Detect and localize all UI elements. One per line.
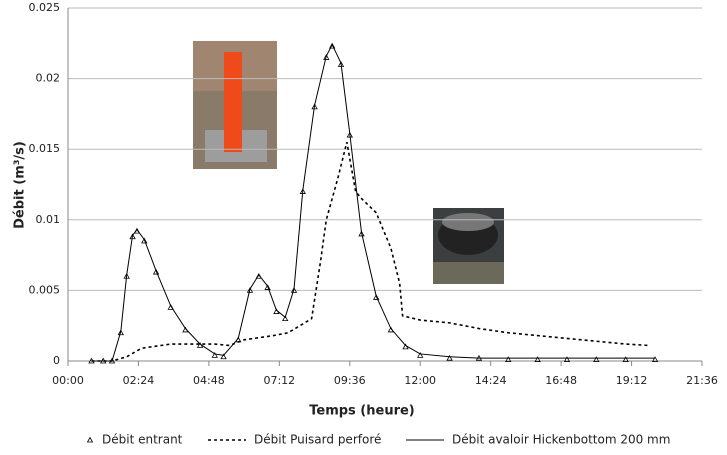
- marker: [417, 352, 424, 358]
- series-line: [91, 43, 656, 362]
- legend-label: Débit Puisard perforé: [254, 433, 381, 447]
- y-tick-label: 0.01: [36, 213, 61, 226]
- marker: [129, 233, 136, 240]
- x-tick-label: 07:12: [263, 374, 295, 387]
- marker: [505, 356, 512, 362]
- x-tick-label: 16:48: [545, 374, 577, 387]
- photo-avaloir: [433, 208, 504, 284]
- marker: [152, 268, 160, 275]
- legend-marker: [86, 436, 94, 443]
- marker: [446, 354, 453, 361]
- marker: [264, 284, 271, 290]
- marker: [534, 356, 541, 362]
- y-axis-title: Débit (m³/s): [13, 141, 28, 229]
- marker: [622, 356, 629, 362]
- x-tick-label: 04:48: [193, 374, 225, 387]
- marker: [358, 230, 365, 237]
- series-line: [91, 141, 650, 362]
- marker: [117, 329, 125, 336]
- legend-label: Débit avaloir Hickenbottom 200 mm: [452, 433, 670, 447]
- marker: [211, 352, 218, 358]
- legend-label: Débit entrant: [102, 433, 183, 447]
- y-tick-label: 0.02: [36, 72, 61, 85]
- y-tick-label: 0.005: [29, 283, 61, 296]
- x-tick-label: 00:00: [52, 374, 84, 387]
- marker: [290, 287, 298, 293]
- x-tick-label: 19:12: [616, 374, 648, 387]
- x-tick-label: 21:36: [686, 374, 718, 387]
- marker: [593, 356, 600, 362]
- marker: [373, 294, 380, 300]
- x-axis-title: Temps (heure): [309, 404, 415, 419]
- marker: [220, 353, 227, 360]
- marker: [563, 356, 571, 362]
- marker: [328, 42, 336, 49]
- y-tick-label: 0.025: [29, 1, 61, 14]
- y-tick-label: 0.015: [29, 142, 61, 155]
- marker: [651, 356, 659, 362]
- marker: [246, 287, 254, 293]
- marker: [323, 54, 330, 60]
- x-tick-label: 12:00: [404, 374, 436, 387]
- y-tick-label: 0: [53, 354, 60, 367]
- photo-puisard: [193, 41, 277, 169]
- marker: [141, 237, 148, 244]
- x-tick-label: 09:36: [334, 374, 366, 387]
- x-tick-label: 14:24: [475, 374, 507, 387]
- x-tick-label: 02:24: [123, 374, 155, 387]
- marker: [282, 315, 289, 322]
